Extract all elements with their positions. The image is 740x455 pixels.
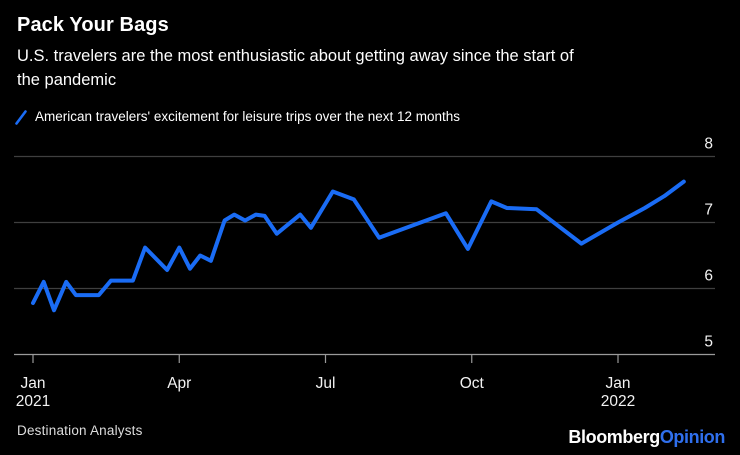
- logo-opinion: Opinion: [659, 427, 726, 447]
- source-label: Destination Analysts: [17, 423, 143, 438]
- x-tick-label-jan2021: Jan: [21, 375, 46, 392]
- y-tick-label-8: 8: [704, 136, 713, 153]
- x-tick-label-apr: Apr: [167, 375, 191, 392]
- bloomberg-opinion-logo: BloombergOpinion: [568, 427, 725, 448]
- legend-label: American travelers' excitement for leisu…: [35, 109, 461, 124]
- x-tick-sublabel-2021: 2021: [16, 393, 50, 410]
- data-line-series-0: [31, 179, 686, 313]
- legend: American travelers' excitement for leisu…: [15, 108, 460, 126]
- chart-title: Pack Your Bags: [17, 14, 169, 36]
- chart-subtitle-line-2: the pandemic: [17, 71, 117, 89]
- y-tick-label-5: 5: [704, 334, 713, 351]
- logo-bloomberg: Bloomberg: [568, 427, 660, 447]
- x-tick-label-jan2022: Jan: [606, 375, 631, 392]
- chart-subtitle: U.S. travelers are the most enthusiastic…: [17, 44, 574, 92]
- chart-subtitle-line-1: U.S. travelers are the most enthusiastic…: [17, 47, 574, 65]
- x-tick-label-jul: Jul: [316, 375, 336, 392]
- x-tick-sublabel-2022: 2022: [601, 393, 635, 410]
- y-tick-label-6: 6: [704, 268, 713, 285]
- line-series-marker-icon: [15, 109, 27, 125]
- x-tick-label-oct: Oct: [460, 375, 485, 392]
- y-tick-label-7: 7: [704, 202, 713, 219]
